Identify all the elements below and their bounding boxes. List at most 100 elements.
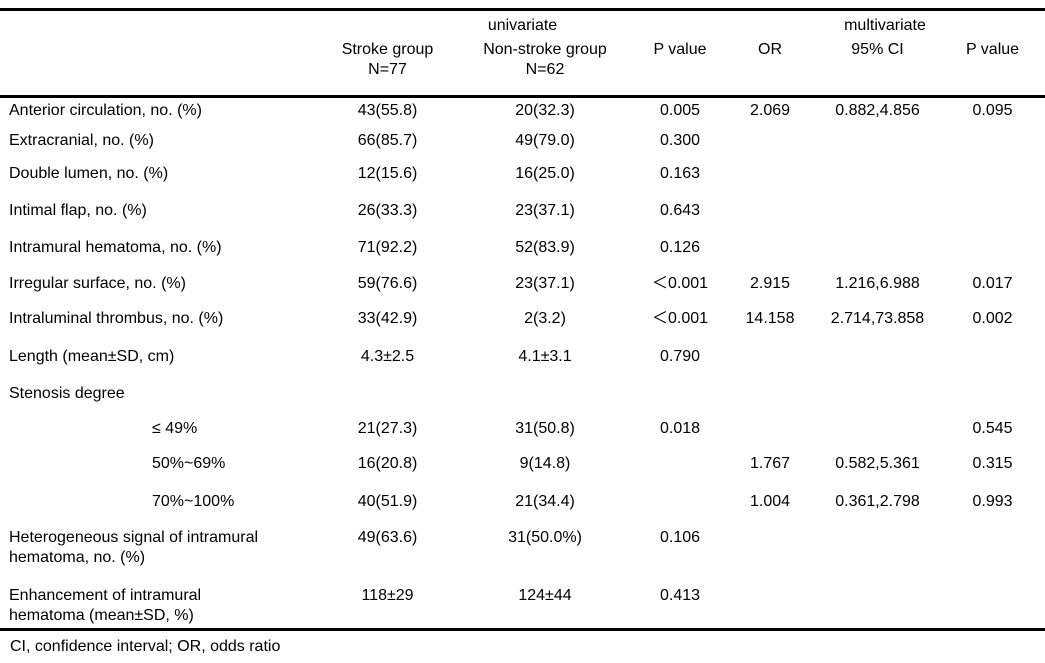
- stroke-group-value: 12(15.6): [357, 165, 418, 182]
- p-value-multivariate: 0.017: [972, 275, 1013, 292]
- row-label: Stenosis degree: [9, 385, 125, 402]
- p-value-univariate: 0.126: [659, 239, 701, 256]
- p-value-univariate: ＜0.001: [651, 310, 709, 327]
- nonstroke-group-label: Non-stroke group: [483, 40, 607, 58]
- nonstroke-group-value: 52(83.9): [515, 239, 575, 256]
- ci-value: [815, 230, 940, 267]
- row-label: Intimal flap, no. (%): [9, 201, 147, 219]
- ci-value: 0.882,4.856: [835, 102, 920, 120]
- ci-value: 1.216,6.988: [835, 275, 920, 292]
- p-value-univariate: 0.005: [659, 102, 701, 120]
- p-value-univariate: 0.643: [659, 201, 701, 219]
- nonstroke-group-value: 9(14.8): [519, 455, 571, 472]
- odds-ratio-value: [725, 230, 815, 267]
- nonstroke-group-value: 124±44: [518, 586, 572, 604]
- col-header-nonstroke-group: Non-stroke group N=62: [455, 37, 635, 97]
- p-value-univariate: 0.300: [659, 131, 701, 149]
- nonstroke-group-value: 2(3.2): [524, 310, 566, 327]
- odds-ratio-value: 2.069: [749, 102, 791, 120]
- col-header-stroke-group: Stroke group N=77: [320, 37, 455, 97]
- table-row: Intramural hematoma, no. (%) 71(92.2) 52…: [0, 230, 1045, 267]
- row-label: 50%~69%: [152, 455, 226, 472]
- p-value-multivariate: [940, 580, 1045, 630]
- nonstroke-group-value: 31(50.8): [515, 420, 575, 437]
- ci-value: [815, 580, 940, 630]
- nonstroke-group-value: [455, 377, 635, 412]
- row-label: Length (mean±SD, cm): [9, 347, 175, 365]
- nonstroke-group-value: 20(32.3): [515, 102, 575, 120]
- p-value-multivariate: 0.095: [972, 102, 1013, 120]
- ci-value: [815, 157, 940, 192]
- column-header-row: Stroke group N=77 Non-stroke group N=62 P …: [0, 37, 1045, 97]
- odds-ratio-value: [725, 580, 815, 630]
- table-header: univariate multivariate Stroke group N=77…: [0, 10, 1045, 97]
- odds-ratio-value: [725, 125, 815, 157]
- p-value-multivariate: 0.315: [972, 455, 1013, 472]
- col-header-odds-ratio: OR: [758, 40, 782, 58]
- odds-ratio-value: [725, 377, 815, 412]
- stroke-group-value: 16(20.8): [357, 455, 418, 472]
- table-row: Anterior circulation, no. (%) 43(55.8) 2…: [0, 97, 1045, 125]
- p-value-multivariate: [940, 337, 1045, 377]
- empty-header-cell: [0, 10, 320, 37]
- univariate-group-header: univariate: [487, 16, 558, 34]
- table-row: Irregular surface, no. (%) 59(76.6) 23(3…: [0, 267, 1045, 302]
- ci-value: 2.714,73.858: [830, 310, 925, 327]
- multivariate-group-header: multivariate: [844, 16, 926, 34]
- row-label: Heterogeneous signal of intramural hemat…: [9, 528, 259, 566]
- nonstroke-group-value: 16(25.0): [515, 165, 575, 182]
- table-row: 70%~100% 40(51.9) 21(34.4) 1.004 0.361,2…: [0, 482, 1045, 522]
- odds-ratio-value: [725, 157, 815, 192]
- row-label: ≤ 49%: [152, 420, 198, 437]
- odds-ratio-value: [725, 522, 815, 580]
- nonstroke-group-value: 49(79.0): [515, 131, 575, 149]
- footnote: CI, confidence interval; OR, odds ratio: [10, 638, 281, 655]
- table-row: Extracranial, no. (%) 66(85.7) 49(79.0) …: [0, 125, 1045, 157]
- stroke-group-value: 59(76.6): [357, 275, 418, 292]
- stroke-group-value: 43(55.8): [357, 102, 418, 120]
- p-value-univariate: 0.163: [659, 165, 701, 182]
- p-value-univariate: 0.790: [659, 347, 701, 365]
- row-label: Anterior circulation, no. (%): [9, 102, 202, 120]
- table-row: Intraluminal thrombus, no. (%) 33(42.9) …: [0, 302, 1045, 337]
- p-value-univariate: [635, 377, 725, 412]
- stroke-group-value: [320, 377, 455, 412]
- stroke-group-n: N=77: [368, 60, 407, 78]
- p-value-univariate: [635, 447, 725, 482]
- col-header-95-ci: 95% CI: [851, 40, 904, 58]
- group-header-row: univariate multivariate: [0, 10, 1045, 37]
- ci-value: [815, 192, 940, 230]
- stroke-group-value: 21(27.3): [357, 420, 418, 437]
- odds-ratio-value: 1.767: [749, 455, 791, 472]
- row-label: 70%~100%: [152, 492, 235, 510]
- ci-value: [815, 125, 940, 157]
- nonstroke-group-value: 31(50.0%): [508, 528, 582, 546]
- p-value-univariate: [635, 482, 725, 522]
- row-label: Double lumen, no. (%): [9, 165, 169, 182]
- statistics-table: univariate multivariate Stroke group N=77…: [0, 8, 1045, 631]
- odds-ratio-value: [725, 337, 815, 377]
- stroke-group-value: 49(63.6): [357, 528, 418, 546]
- stroke-group-value: 26(33.3): [357, 201, 418, 219]
- ci-value: [815, 522, 940, 580]
- p-value-multivariate: [940, 157, 1045, 192]
- odds-ratio-value: [725, 192, 815, 230]
- p-value-univariate: ＜0.001: [651, 275, 709, 292]
- table-row: Stenosis degree: [0, 377, 1045, 412]
- p-value-multivariate: [940, 192, 1045, 230]
- stroke-group-value: 66(85.7): [357, 131, 418, 149]
- p-value-univariate: 0.018: [659, 420, 701, 437]
- row-label: Irregular surface, no. (%): [9, 275, 186, 292]
- table-row: Heterogeneous signal of intramural hemat…: [0, 522, 1045, 580]
- stroke-group-value: 118±29: [361, 586, 414, 604]
- stroke-group-value: 4.3±2.5: [360, 347, 415, 365]
- p-value-univariate: 0.413: [659, 586, 701, 604]
- col-header-p-value-univariate: P value: [653, 40, 707, 58]
- stroke-group-value: 40(51.9): [357, 492, 418, 510]
- table-row: Length (mean±SD, cm) 4.3±2.5 4.1±3.1 0.7…: [0, 337, 1045, 377]
- p-value-multivariate: [940, 522, 1045, 580]
- p-value-multivariate: 0.545: [972, 420, 1013, 437]
- p-value-multivariate: 0.002: [972, 310, 1013, 327]
- row-label: Enhancement of intramural hematoma (mean…: [9, 586, 202, 624]
- table-row: ≤ 49% 21(27.3) 31(50.8) 0.018 0.545: [0, 412, 1045, 447]
